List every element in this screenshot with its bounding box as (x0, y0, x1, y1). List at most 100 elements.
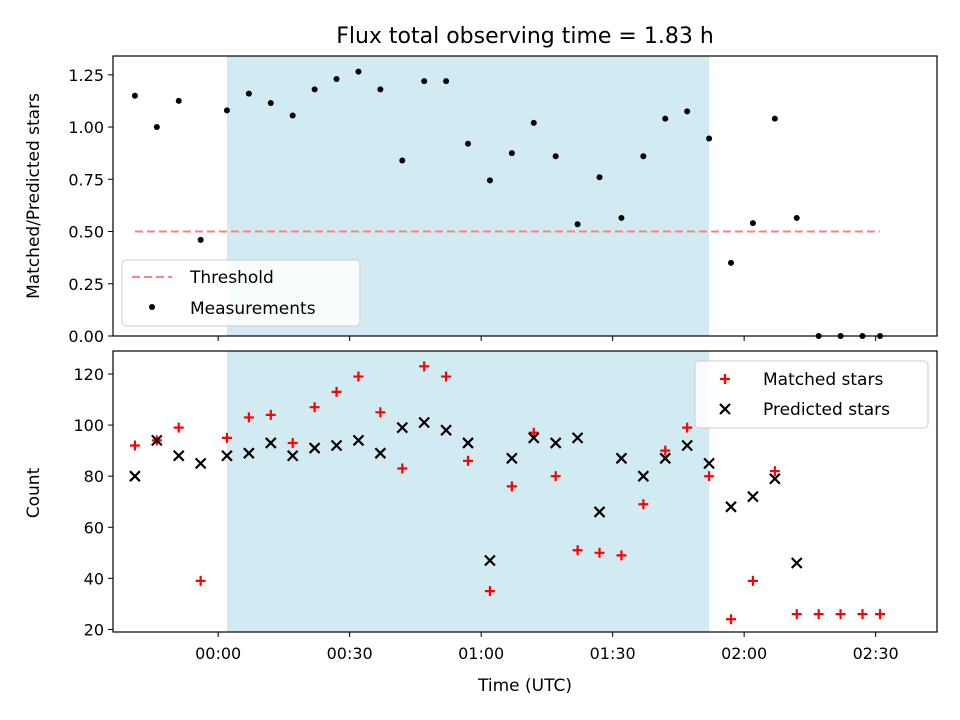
matched-star-point (769, 466, 780, 477)
predicted-star-point (308, 442, 321, 454)
shaded-span (226, 351, 710, 632)
bottom-panel: Count 20 40 60 80 100 120 00:00 00:30 01:00 01:30… (24, 350, 938, 663)
measurement-point (574, 221, 581, 228)
matched-star-point (463, 455, 474, 466)
legend-box (121, 259, 361, 327)
measurement-point (377, 86, 384, 93)
predicted-star-point (396, 421, 409, 434)
predicted-star-point (703, 457, 715, 470)
matched-star-point (419, 361, 430, 372)
predicted-star-point (637, 470, 650, 482)
legend-measurement-label: Measurements (190, 299, 316, 319)
measurement-point (596, 174, 603, 181)
y-tick-label: 1.25 (68, 66, 104, 85)
bottom-y-axis-label: Count (24, 467, 44, 518)
predicted-star-point (506, 452, 518, 465)
predicted-star-point (243, 447, 255, 459)
y-tick-label: 100 (73, 416, 104, 435)
predicted-star-point (221, 449, 233, 462)
matched-star-point (265, 409, 276, 420)
y-tick-label: 120 (73, 365, 104, 384)
measurement-point (421, 78, 428, 85)
measurement-point (267, 100, 274, 107)
x-tick-label: 01:00 (458, 644, 504, 663)
y-tick-label: 0.25 (68, 275, 104, 294)
measurement-point (530, 119, 537, 126)
y-tick-label: 60 (84, 518, 104, 537)
matched-star-point (243, 412, 254, 423)
matched-star-point (875, 609, 886, 620)
x-tick-label: 01:30 (590, 644, 636, 663)
figure-title: Flux total observing time = 1.83 h (336, 24, 714, 49)
measurement-point (245, 90, 252, 97)
y-tick-label: 0.75 (68, 170, 104, 189)
measurement-point (640, 153, 647, 160)
measurement-point (153, 124, 160, 131)
predicted-star-point (352, 434, 365, 447)
legend-box (694, 360, 929, 429)
x-axis-label: Time (UTC) (477, 676, 572, 696)
measurement-point (465, 140, 472, 147)
predicted-star-point (725, 501, 737, 513)
measurement-point (749, 220, 756, 227)
predicted-star-point (790, 557, 803, 569)
measurement-point (399, 157, 406, 164)
matched-star-point (397, 463, 408, 474)
matched-star-point (173, 422, 184, 433)
matched-star-point (506, 481, 517, 492)
measurement-point (197, 236, 204, 243)
predicted-star-point (374, 447, 387, 459)
measurement-point (333, 75, 340, 82)
y-tick-label: 20 (84, 620, 104, 639)
x-tick-label: 00:30 (327, 644, 373, 663)
measurement-point (728, 259, 734, 266)
series-predicted-stars (129, 416, 803, 569)
measurement-point (443, 78, 450, 85)
matched-star-point (441, 371, 452, 382)
measurement-point (289, 112, 296, 119)
matched-star-point (195, 575, 206, 586)
matched-star-point (375, 407, 386, 418)
measurement-point (508, 150, 515, 157)
matched-star-point (682, 422, 693, 433)
legend: Threshold Measurements (121, 259, 361, 327)
measurement-point (355, 68, 362, 75)
series-matched-stars (129, 361, 886, 625)
y-tick-label: 80 (84, 467, 104, 486)
predicted-star-point (151, 434, 163, 447)
measurement-point (486, 177, 493, 184)
legend-threshold-label: Threshold (189, 268, 274, 288)
matched-star-point (747, 575, 758, 586)
y-tick-label: 0.50 (68, 223, 104, 242)
matched-star-point (331, 386, 342, 397)
predicted-star-point (593, 506, 606, 518)
y-tick-label: 0.00 (68, 327, 104, 346)
predicted-star-point (549, 437, 562, 449)
matched-star-point (857, 609, 868, 620)
predicted-star-point (747, 490, 759, 503)
matched-star-point (813, 609, 824, 620)
matched-star-point (835, 609, 846, 620)
measurement-point (175, 97, 182, 104)
predicted-star-point (571, 432, 584, 444)
y-tick-label: 40 (84, 569, 104, 588)
matched-star-point (726, 614, 736, 625)
predicted-star-point (418, 416, 430, 429)
x-tick-label: 02:30 (853, 644, 899, 663)
measurement-point (706, 135, 713, 142)
matched-star-point (791, 609, 802, 620)
matched-star-point (484, 586, 495, 597)
matched-star-point (660, 445, 671, 456)
legend-matched-label: Matched stars (763, 370, 883, 390)
measurement-point (793, 214, 800, 221)
top-panel: Matched/Predicted stars 0.00 0.25 0.50 0.75… (24, 55, 938, 346)
predicted-star-point (129, 470, 141, 482)
matched-star-point (616, 550, 627, 561)
predicted-star-point (769, 472, 781, 485)
matched-star-point (638, 499, 649, 510)
measurement-point (618, 214, 625, 221)
legend-matched-swatch (720, 374, 730, 384)
predicted-star-point (265, 437, 277, 449)
top-y-axis-label: Matched/Predicted stars (24, 93, 44, 299)
